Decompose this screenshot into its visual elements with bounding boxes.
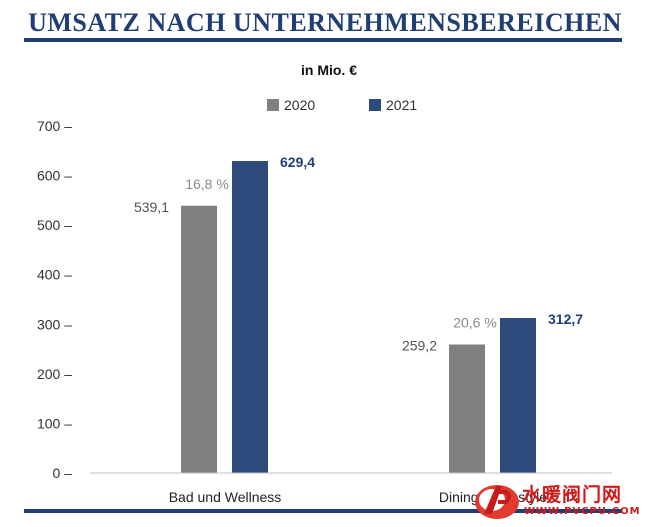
- data-label-2020-1: 259,2: [402, 338, 437, 354]
- bar-2020-0: [181, 205, 217, 473]
- data-label-2021-0: 629,4: [280, 154, 315, 170]
- y-tick-label: 200 –: [37, 366, 72, 382]
- growth-label-1: 20,6 %: [453, 315, 497, 331]
- y-tick-label: 100 –: [37, 415, 72, 431]
- data-label-2021-1: 312,7: [548, 311, 583, 327]
- bottom-rule: [24, 509, 622, 513]
- chart-legend: 2020 2021: [267, 97, 417, 113]
- growth-label-0: 16,8 %: [185, 176, 229, 192]
- chart-subtitle: in Mio. €: [301, 62, 357, 78]
- y-tick-label: 400 –: [37, 267, 72, 283]
- legend-swatch-2021: [369, 99, 381, 111]
- watermark-logo-icon: [475, 485, 519, 519]
- bar-2021-1: [500, 317, 536, 473]
- y-axis: 0 – 100 – 200 – 300 – 400 – 500 – 600 – 700 –: [37, 118, 72, 481]
- chart-bars: 539,1 629,4 16,8 % 259,2 312,7 20,6 %: [134, 154, 583, 473]
- y-tick-label: 700 –: [37, 118, 72, 134]
- title-underline: [24, 38, 622, 42]
- y-tick-label: 0 –: [53, 465, 73, 481]
- bar-2021-0: [232, 160, 268, 473]
- page-title: UMSATZ NACH UNTERNEHMENSBEREICHEN: [28, 8, 622, 37]
- bar-2020-1: [449, 344, 485, 473]
- x-category-label: Bad und Wellness: [169, 489, 282, 505]
- watermark: 水暖阀门网 WWW.PVCPU.COM: [468, 478, 641, 524]
- y-tick-label: 300 –: [37, 316, 72, 332]
- y-tick-label: 500 –: [37, 217, 72, 233]
- legend-label-2020: 2020: [284, 97, 315, 113]
- legend-swatch-2020: [267, 99, 279, 111]
- y-tick-label: 600 –: [37, 168, 72, 184]
- watermark-url: WWW.PVCPU.COM: [524, 506, 641, 517]
- watermark-text: 水暖阀门网: [522, 484, 623, 506]
- legend-label-2021: 2021: [386, 97, 417, 113]
- data-label-2020-0: 539,1: [134, 199, 169, 215]
